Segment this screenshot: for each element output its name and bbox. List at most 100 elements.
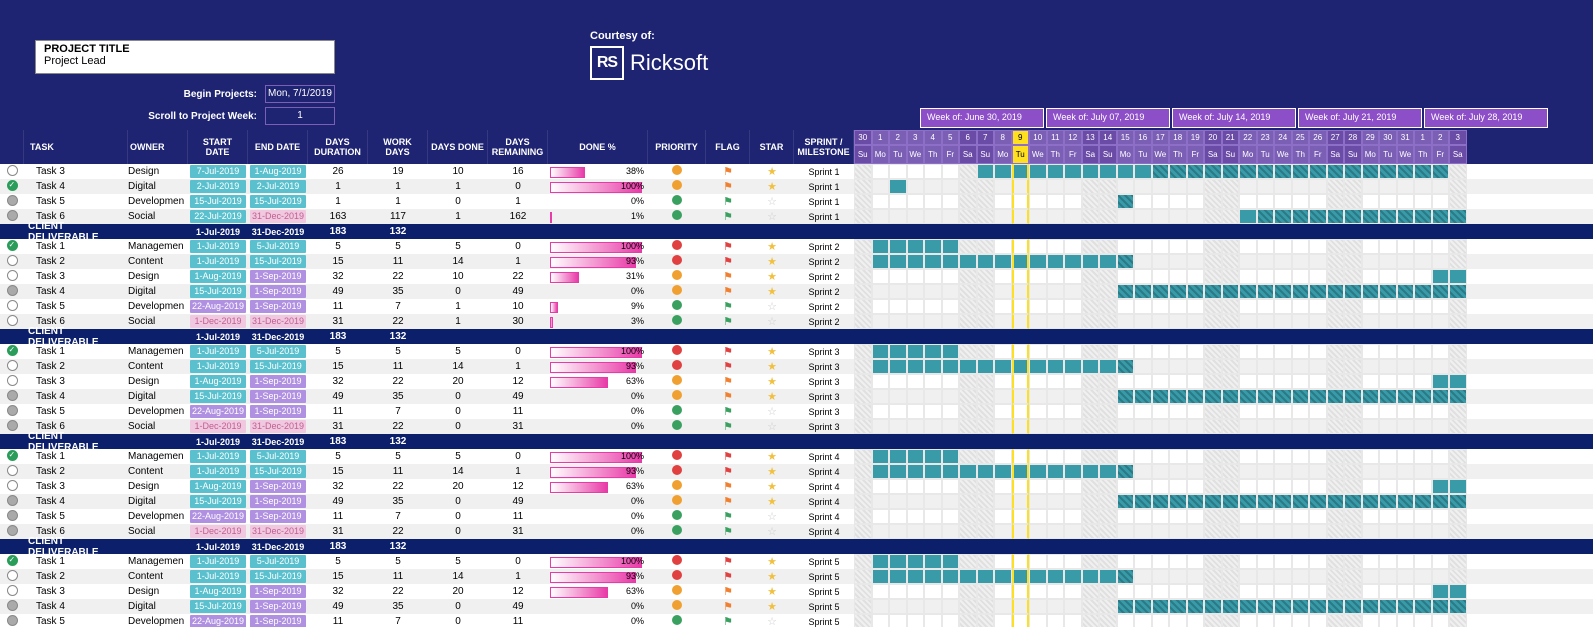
priority[interactable] (648, 255, 706, 268)
priority[interactable] (648, 240, 706, 253)
owner-cell[interactable]: Digital (128, 391, 188, 402)
task-row[interactable]: Task 3Design1-Aug-20191-Sep-201932222012… (0, 479, 1593, 494)
status-cell[interactable] (0, 555, 24, 569)
end-date[interactable]: 1-Sep-2019 (248, 375, 308, 388)
owner-cell[interactable]: Digital (128, 496, 188, 507)
star[interactable]: ☆ (750, 615, 794, 627)
col-header[interactable]: FLAG (706, 130, 750, 164)
owner-cell[interactable]: Design (128, 376, 188, 387)
priority[interactable] (648, 285, 706, 298)
end-date[interactable]: 1-Sep-2019 (248, 480, 308, 493)
flag[interactable]: ⚑ (706, 210, 750, 223)
star[interactable]: ☆ (750, 510, 794, 523)
project-title-box[interactable]: PROJECT TITLE Project Lead (35, 40, 335, 74)
task-name[interactable]: Task 5 (24, 406, 128, 417)
status-cell[interactable] (0, 315, 24, 329)
start-date[interactable]: 22-Jul-2019 (188, 210, 248, 223)
owner-cell[interactable]: Content (128, 466, 188, 477)
star[interactable]: ☆ (750, 210, 794, 223)
status-cell[interactable] (0, 405, 24, 419)
flag[interactable]: ⚑ (706, 375, 750, 388)
start-date[interactable]: 1-Aug-2019 (188, 585, 248, 598)
task-name[interactable]: Task 3 (24, 586, 128, 597)
status-cell[interactable] (0, 390, 24, 404)
start-date[interactable]: 1-Dec-2019 (188, 315, 248, 328)
task-row[interactable]: Task 6Social1-Dec-201931-Dec-20193122031… (0, 419, 1593, 434)
task-name[interactable]: Task 3 (24, 376, 128, 387)
owner-cell[interactable]: Developmen (128, 511, 188, 522)
priority[interactable] (648, 270, 706, 283)
status-cell[interactable] (0, 180, 24, 194)
col-header[interactable]: OWNER (128, 130, 188, 164)
start-date[interactable]: 1-Jul-2019 (188, 450, 248, 463)
owner-cell[interactable]: Design (128, 166, 188, 177)
owner-cell[interactable]: Digital (128, 286, 188, 297)
start-date[interactable]: 22-Aug-2019 (188, 405, 248, 418)
star[interactable]: ★ (750, 165, 794, 178)
start-date[interactable]: 1-Jul-2019 (188, 360, 248, 373)
star[interactable]: ☆ (750, 195, 794, 208)
end-date[interactable]: 5-Jul-2019 (248, 555, 308, 568)
status-cell[interactable] (0, 210, 24, 224)
col-header[interactable]: WORK DAYS (368, 130, 428, 164)
task-name[interactable]: Task 5 (24, 511, 128, 522)
owner-cell[interactable]: Social (128, 421, 188, 432)
start-date[interactable]: 2-Jul-2019 (188, 180, 248, 193)
start-date[interactable]: 15-Jul-2019 (188, 285, 248, 298)
start-date[interactable]: 1-Jul-2019 (188, 555, 248, 568)
task-row[interactable]: Task 3Design1-Aug-20191-Sep-201932222012… (0, 374, 1593, 389)
task-row[interactable]: Task 4Digital15-Jul-20191-Sep-2019493504… (0, 494, 1593, 509)
star[interactable]: ★ (750, 375, 794, 388)
owner-cell[interactable]: Digital (128, 181, 188, 192)
end-date[interactable]: 31-Dec-2019 (248, 525, 308, 538)
flag[interactable]: ⚑ (706, 300, 750, 313)
end-date[interactable]: 2-Jul-2019 (248, 180, 308, 193)
task-row[interactable]: Task 3Design1-Aug-20191-Sep-201932221022… (0, 269, 1593, 284)
task-name[interactable]: Task 4 (24, 286, 128, 297)
star[interactable]: ★ (750, 255, 794, 268)
start-date[interactable]: 15-Jul-2019 (188, 195, 248, 208)
status-cell[interactable] (0, 570, 24, 584)
priority[interactable] (648, 315, 706, 328)
priority[interactable] (648, 195, 706, 208)
task-row[interactable]: Task 5Developmen22-Aug-20191-Sep-2019117… (0, 614, 1593, 627)
priority[interactable] (648, 360, 706, 373)
star[interactable]: ☆ (750, 300, 794, 313)
task-row[interactable]: Task 4Digital15-Jul-20191-Sep-2019493504… (0, 284, 1593, 299)
priority[interactable] (648, 465, 706, 478)
end-date[interactable]: 31-Dec-2019 (248, 420, 308, 433)
owner-cell[interactable]: Content (128, 361, 188, 372)
flag[interactable]: ⚑ (706, 555, 750, 568)
star[interactable]: ★ (750, 570, 794, 583)
task-name[interactable]: Task 3 (24, 166, 128, 177)
status-cell[interactable] (0, 240, 24, 254)
task-name[interactable]: Task 4 (24, 601, 128, 612)
end-date[interactable]: 1-Sep-2019 (248, 300, 308, 313)
priority[interactable] (648, 585, 706, 598)
task-row[interactable]: Task 1Managemen1-Jul-20195-Jul-201955501… (0, 344, 1593, 359)
start-date[interactable]: 1-Aug-2019 (188, 375, 248, 388)
status-cell[interactable] (0, 255, 24, 269)
owner-cell[interactable]: Design (128, 271, 188, 282)
task-row[interactable]: Task 4Digital15-Jul-20191-Sep-2019493504… (0, 389, 1593, 404)
priority[interactable] (648, 405, 706, 418)
task-row[interactable]: Task 2Content1-Jul-201915-Jul-2019151114… (0, 359, 1593, 374)
owner-cell[interactable]: Content (128, 256, 188, 267)
priority[interactable] (648, 615, 706, 627)
task-name[interactable]: Task 3 (24, 481, 128, 492)
status-cell[interactable] (0, 480, 24, 494)
start-date[interactable]: 1-Jul-2019 (188, 570, 248, 583)
flag[interactable]: ⚑ (706, 480, 750, 493)
status-cell[interactable] (0, 495, 24, 509)
end-date[interactable]: 15-Jul-2019 (248, 465, 308, 478)
flag[interactable]: ⚑ (706, 510, 750, 523)
task-name[interactable]: Task 5 (24, 301, 128, 312)
flag[interactable]: ⚑ (706, 360, 750, 373)
task-row[interactable]: Task 5Developmen22-Aug-20191-Sep-2019117… (0, 509, 1593, 524)
task-row[interactable]: Task 6Social22-Jul-201931-Dec-2019163117… (0, 209, 1593, 224)
priority[interactable] (648, 300, 706, 313)
col-header[interactable]: PRIORITY (648, 130, 706, 164)
start-date[interactable]: 1-Dec-2019 (188, 525, 248, 538)
priority[interactable] (648, 450, 706, 463)
end-date[interactable]: 5-Jul-2019 (248, 345, 308, 358)
